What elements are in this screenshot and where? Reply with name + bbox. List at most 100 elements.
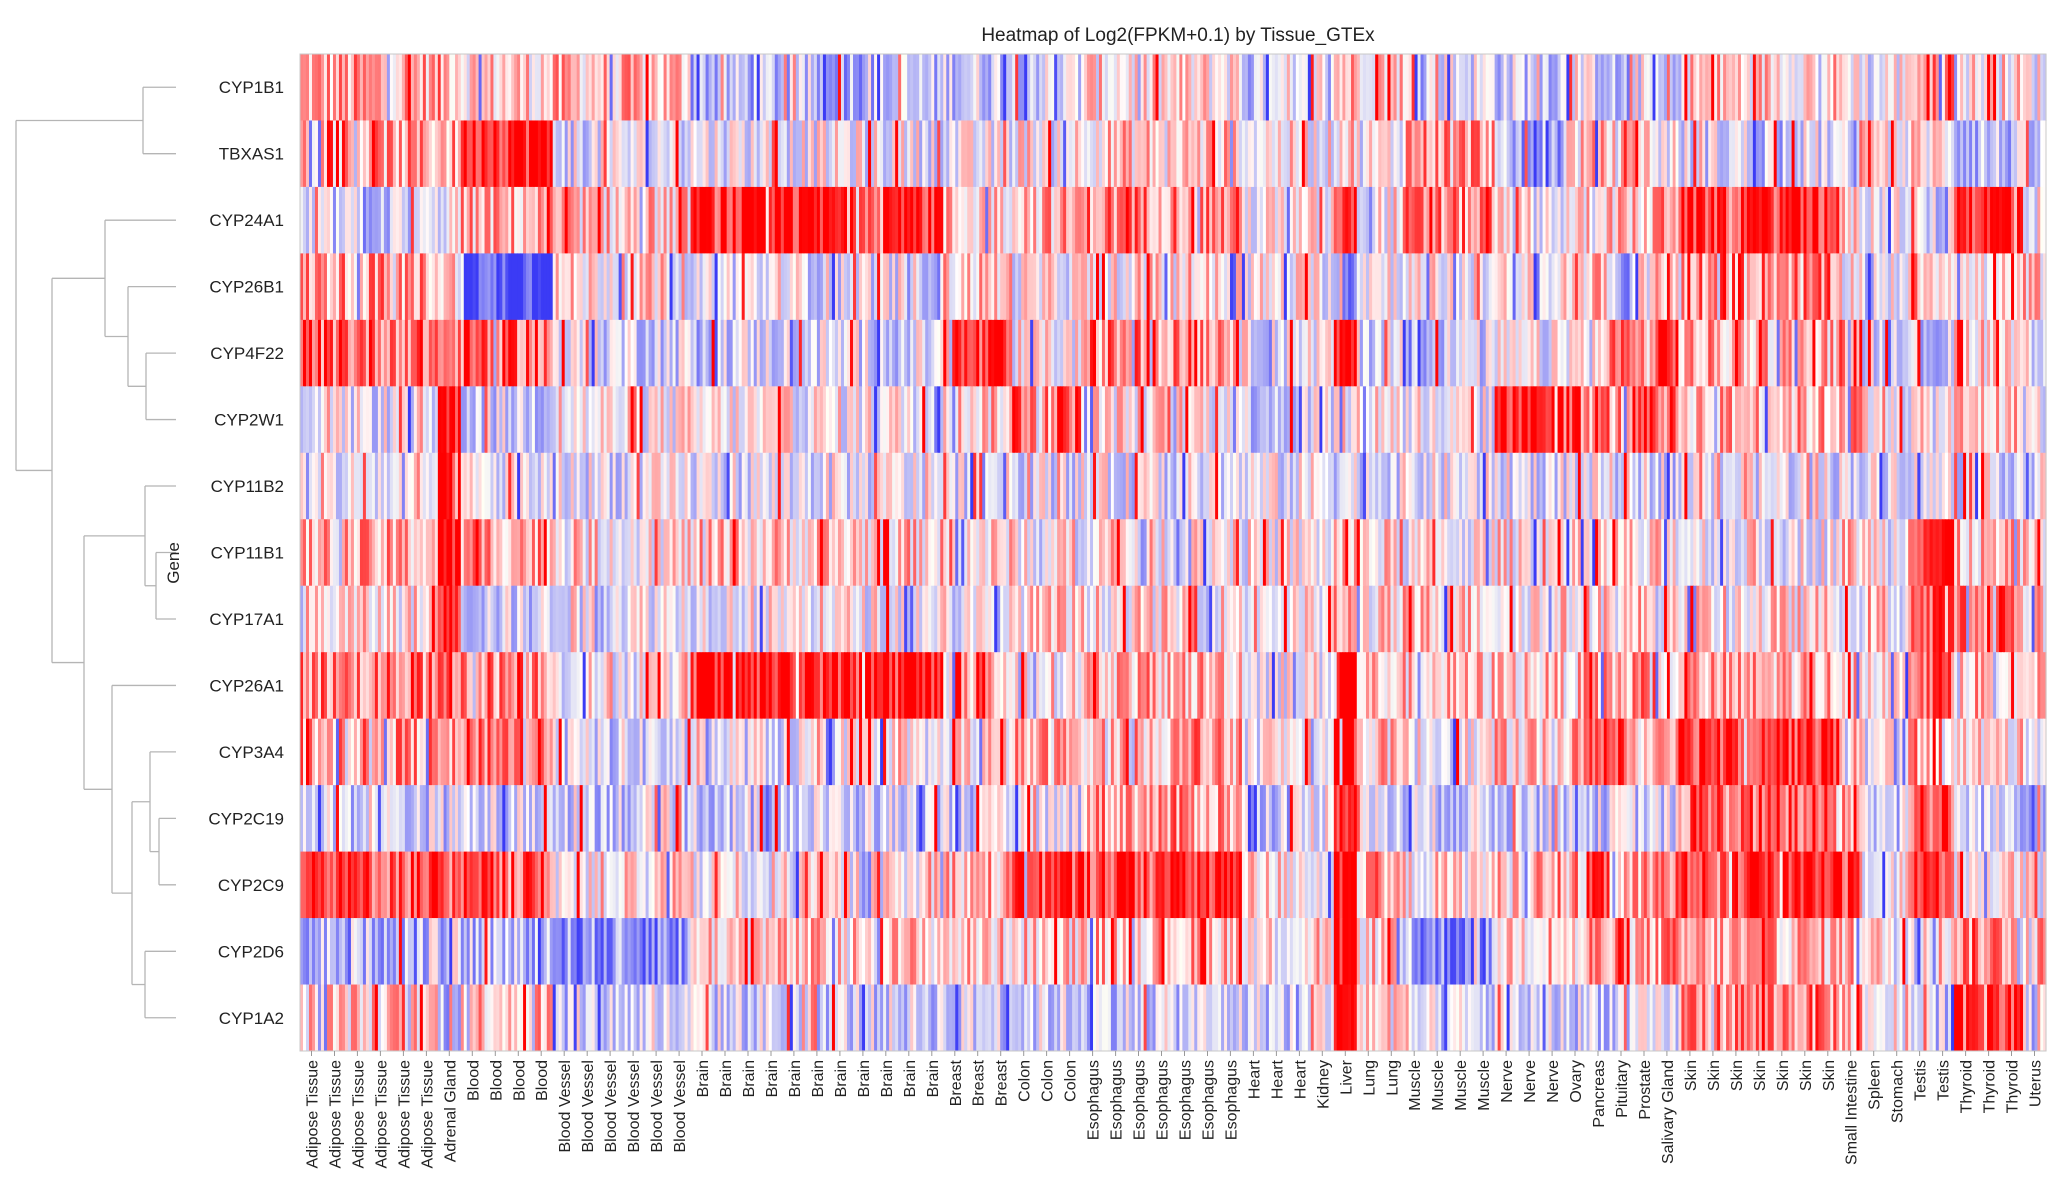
heatmap-cell [660, 452, 665, 520]
heatmap-cell [1583, 186, 1588, 254]
heatmap-cell [508, 54, 512, 121]
heatmap-cell [1414, 386, 1419, 454]
heatmap-cell [1899, 54, 1904, 121]
heatmap-cell [1612, 452, 1616, 520]
heatmap-cell [853, 585, 857, 653]
heatmap-cell [1984, 186, 1988, 254]
heatmap-cell [1232, 120, 1237, 188]
heatmap-cell [780, 452, 785, 520]
heatmap-cell [1230, 452, 1234, 520]
heatmap-cell [1914, 120, 1918, 188]
heatmap-cell [2014, 120, 2018, 188]
heatmap-cell [1888, 386, 1892, 454]
heatmap-cell [1586, 452, 1590, 520]
heatmap-cell [859, 585, 863, 653]
heatmap-cell [720, 253, 725, 321]
heatmap-cell [916, 585, 920, 653]
heatmap-cell [323, 319, 328, 387]
heatmap-cell [1577, 452, 1582, 520]
heatmap-cell [2040, 519, 2044, 587]
heatmap-cell [561, 519, 566, 587]
heatmap-cell [985, 54, 989, 121]
heatmap-cell [493, 585, 497, 653]
heatmap-cell [1188, 253, 1192, 321]
heatmap-cell [505, 319, 509, 387]
heatmap-cell [786, 319, 791, 387]
heatmap-cell [1378, 253, 1382, 321]
heatmap-cell [392, 319, 397, 387]
heatmap-cell [1066, 519, 1070, 587]
heatmap-cell [1641, 253, 1645, 321]
heatmap-cell [1467, 386, 1472, 454]
heatmap-cell [828, 452, 833, 520]
heatmap-cell [1381, 253, 1385, 321]
heatmap-cell [1227, 386, 1231, 454]
heatmap-cell [338, 319, 343, 387]
heatmap-cell [1684, 519, 1688, 587]
heatmap-cell [549, 452, 554, 520]
heatmap-cell [868, 319, 872, 387]
heatmap-cell [1533, 519, 1538, 587]
heatmap-cell [1277, 452, 1282, 520]
heatmap-cell [1577, 253, 1582, 321]
heatmap-cell [1250, 186, 1255, 254]
heatmap-cell [1743, 319, 1748, 387]
heatmap-cell [1902, 253, 1906, 321]
heatmap-cell [534, 386, 539, 454]
heatmap-cell [395, 253, 400, 321]
heatmap-cell [645, 120, 650, 188]
heatmap-cell [976, 54, 980, 121]
heatmap-cell [1384, 120, 1389, 188]
heatmap-cell [940, 386, 944, 454]
heatmap-cell [540, 120, 545, 188]
heatmap-cell [1947, 519, 1952, 587]
heatmap-cell [603, 253, 608, 321]
heatmap-cell [1039, 319, 1043, 387]
heatmap-cell [1914, 253, 1918, 321]
heatmap-cell [1629, 186, 1634, 254]
heatmap-cell [940, 319, 944, 387]
heatmap-cell [828, 386, 833, 454]
heatmap-cell [886, 319, 890, 387]
heatmap-cell [2008, 452, 2012, 520]
heatmap-cell [446, 386, 450, 454]
heatmap-cell [573, 120, 578, 188]
heatmap-cell [1113, 54, 1118, 121]
heatmap-cell [1078, 120, 1082, 188]
heatmap-cell [1592, 452, 1596, 520]
heatmap-cell [997, 54, 1001, 121]
heatmap-cell [1827, 386, 1831, 454]
heatmap-cell [846, 319, 851, 387]
heatmap-cell [1696, 253, 1700, 321]
heatmap-cell [320, 253, 325, 321]
heatmap-cell [1575, 386, 1579, 454]
heatmap-cell [1322, 54, 1326, 121]
heatmap-cell [1879, 519, 1883, 587]
heatmap-cell [633, 585, 638, 653]
heatmap-cell [452, 120, 456, 188]
heatmap-cell [639, 386, 644, 454]
heatmap-cell [672, 120, 677, 188]
heatmap-cell [1336, 54, 1341, 121]
heatmap-cell [526, 120, 530, 188]
heatmap-cell [1390, 319, 1395, 387]
heatmap-cell [621, 54, 626, 121]
heatmap-cell [807, 452, 812, 520]
heatmap-cell [443, 319, 448, 387]
heatmap-cell [1200, 519, 1204, 587]
heatmap-cell [678, 585, 683, 653]
heatmap-cell [534, 585, 539, 653]
heatmap-cell [738, 386, 743, 454]
heatmap-cell [1459, 120, 1463, 188]
heatmap-cell [1462, 519, 1466, 587]
heatmap-cell [1420, 519, 1425, 587]
heatmap-cell [1732, 519, 1736, 587]
heatmap-cell [1107, 54, 1112, 121]
heatmap-cell [320, 386, 325, 454]
heatmap-cell [1024, 386, 1028, 454]
heatmap-cell [1711, 253, 1715, 321]
heatmap-cell [1241, 319, 1246, 387]
heatmap-cell [353, 120, 358, 188]
heatmap-cell [1941, 253, 1946, 321]
heatmap-cell [564, 54, 569, 121]
